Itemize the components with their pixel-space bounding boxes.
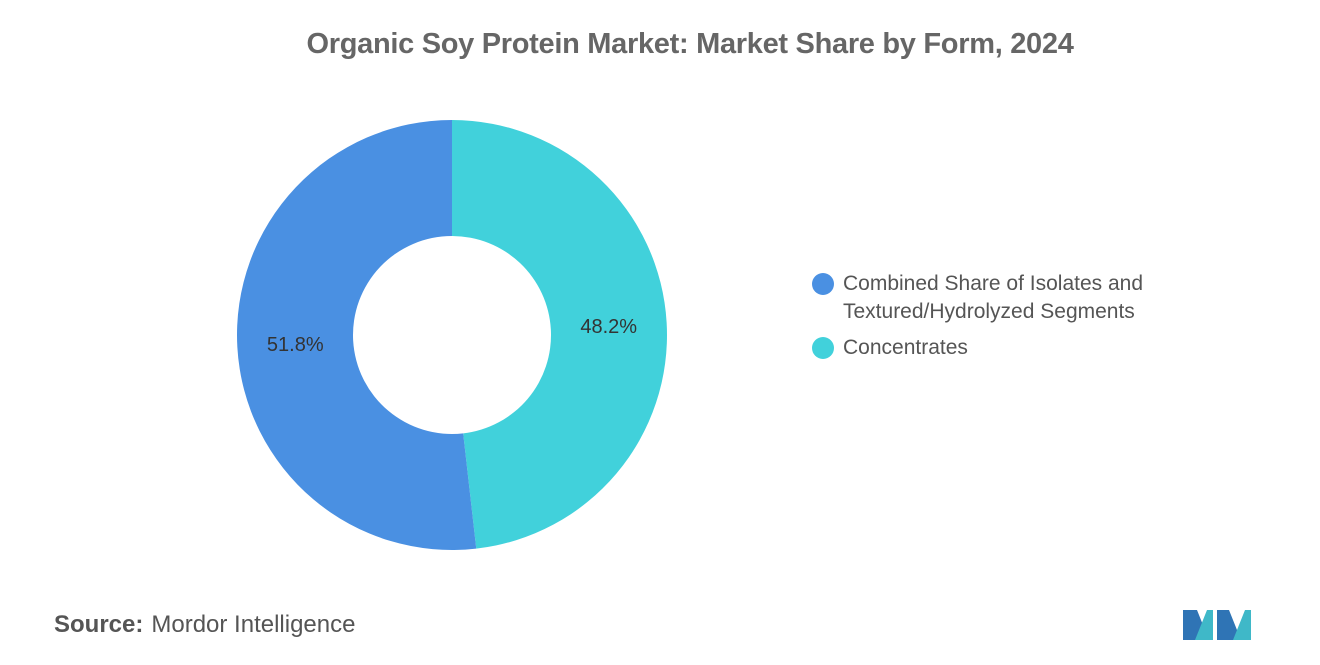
data-label-concentrates: 48.2% xyxy=(580,316,637,338)
legend-swatch-isolates xyxy=(812,273,834,295)
donut-slice-isolates xyxy=(236,120,477,551)
legend-swatch-concentrates xyxy=(812,337,834,359)
source-label: Source: xyxy=(54,611,144,638)
chart-legend: Combined Share of Isolates and Textured/… xyxy=(812,270,1232,370)
legend-label-concentrates: Concentrates xyxy=(843,336,968,359)
legend-item-concentrates: Concentrates xyxy=(812,334,1232,362)
data-label-isolates: 51.8% xyxy=(267,334,324,356)
mordor-intelligence-logo-icon xyxy=(1183,610,1251,640)
legend-label-isolates: Combined Share of Isolates and Textured/… xyxy=(843,272,1144,323)
chart-title: Organic Soy Protein Market: Market Share… xyxy=(306,28,1074,60)
donut-slice-concentrates xyxy=(452,120,667,549)
legend-item-isolates: Combined Share of Isolates and Textured/… xyxy=(812,270,1232,326)
source-value: Mordor Intelligence xyxy=(151,611,356,638)
source-note: Source: Mordor Intelligence xyxy=(54,611,355,639)
